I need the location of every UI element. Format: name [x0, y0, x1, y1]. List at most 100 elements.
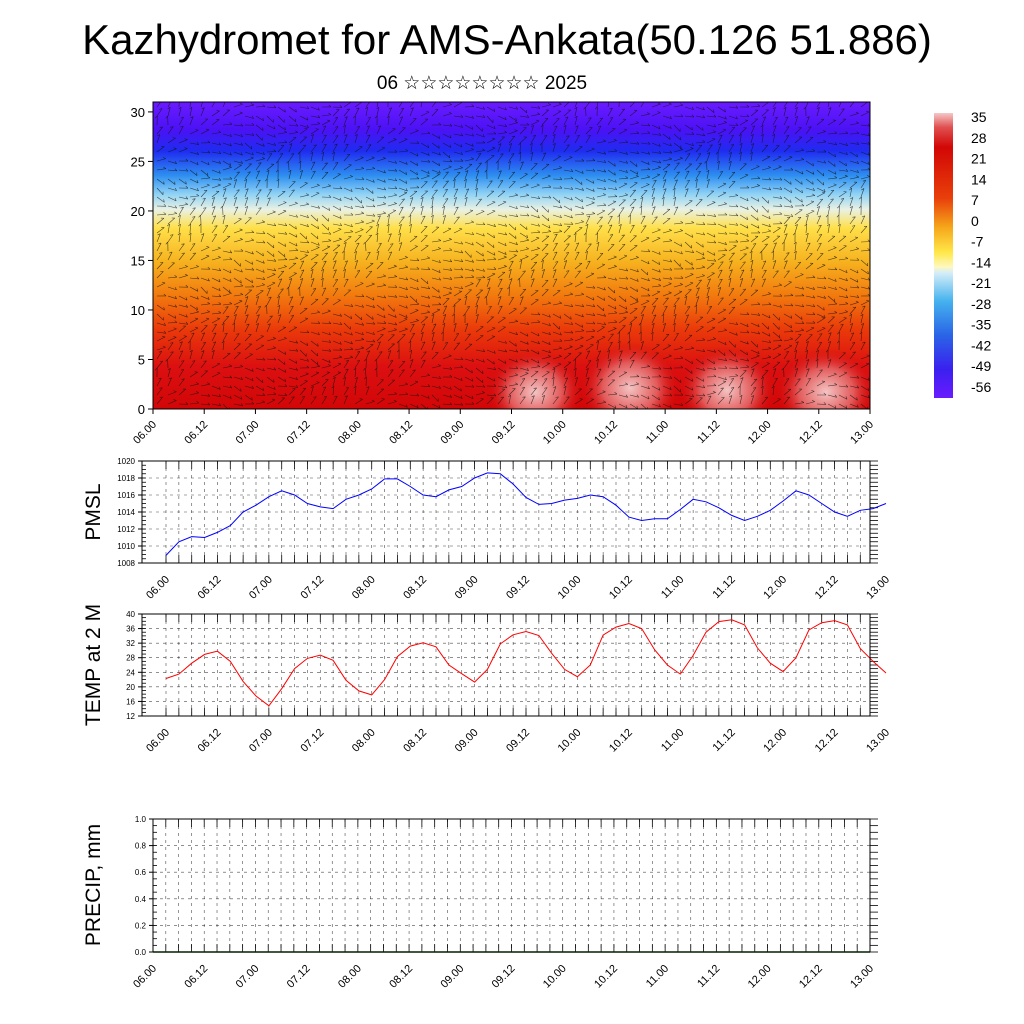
x-tick-label: 10.00 — [541, 963, 569, 991]
pmsl-axis-label: PMSL — [82, 483, 105, 540]
temp-y-axis: 12 16 20 24 28 32 36 40 — [126, 610, 142, 721]
x-tick-label: 11.00 — [659, 574, 686, 601]
colorbar-gradient — [934, 113, 953, 398]
cross-section-panel: 0 5 10 15 20 25 30 06.00 06.12 07.00 07.12 08.00 08… — [131, 101, 876, 447]
x-tick-label: 13.00 — [864, 574, 892, 602]
colorbar-label: -28 — [971, 296, 991, 312]
colorbar-label: 7 — [971, 192, 979, 208]
y-tick-label: 28 — [126, 654, 135, 663]
y-tick-label: 20 — [131, 204, 145, 219]
x-tick-label: 11.00 — [644, 419, 671, 446]
x-tick-label: 12.12 — [797, 419, 825, 447]
x-tick-label: 10.00 — [556, 574, 584, 602]
colorbar-label: -49 — [971, 358, 991, 374]
colorbar-label: -14 — [971, 254, 991, 270]
x-tick-label: 11.12 — [710, 727, 737, 754]
x-tick-label: 13.00 — [864, 727, 892, 755]
x-tick-label: 07.00 — [247, 574, 275, 602]
y-tick-label: 24 — [126, 668, 135, 677]
temp-grid — [142, 613, 878, 717]
x-tick-label: 12.00 — [746, 963, 774, 991]
x-tick-label: 08.12 — [401, 727, 429, 755]
colorbar-label: -21 — [971, 275, 991, 291]
pmsl-series-line — [165, 472, 887, 556]
x-tick-label: 08.00 — [350, 574, 378, 602]
y-tick-label: 1.0 — [135, 815, 147, 824]
colorbar-label: 21 — [971, 151, 987, 167]
precip-y-axis: 0.0 0.2 0.4 0.6 0.8 1.0 — [135, 815, 153, 957]
y-tick-label: 36 — [126, 625, 135, 634]
colorbar-label: -56 — [971, 379, 991, 395]
wind-vectors — [154, 102, 870, 409]
x-tick-label: 09.00 — [453, 574, 481, 602]
precip-grid — [152, 818, 878, 953]
x-tick-label: 11.12 — [695, 963, 722, 990]
colorbar-label: 35 — [971, 109, 987, 125]
colorbar-label: -35 — [971, 317, 991, 333]
colorbar-label: 28 — [971, 130, 987, 146]
y-tick-label: 30 — [131, 105, 145, 120]
y-tick-label: 40 — [126, 610, 135, 619]
y-tick-label: 0.0 — [135, 948, 147, 957]
y-tick-label: 15 — [131, 253, 145, 268]
x-tick-label: 07.12 — [285, 419, 313, 447]
x-tick-label: 08.00 — [336, 963, 364, 991]
x-tick-label: 07.12 — [298, 574, 326, 602]
chart-title: Kazhydromet for AMS-Ankata(50.126 51.886… — [82, 16, 932, 63]
x-tick-label: 09.12 — [490, 963, 518, 991]
x-tick-label: 12.12 — [813, 574, 841, 602]
x-tick-label: 07.00 — [247, 727, 275, 755]
x-tick-label: 10.12 — [592, 963, 620, 991]
y-tick-label: 1020 — [117, 457, 135, 466]
y-tick-label: 1012 — [117, 525, 135, 534]
warm-core — [776, 348, 870, 409]
x-tick-label: 10.12 — [592, 419, 620, 447]
y-tick-label: 0.4 — [135, 895, 147, 904]
precip-axis-label: PRECIP, mm — [82, 824, 105, 946]
x-tick-label: 10.12 — [607, 574, 635, 602]
x-tick-label: 07.12 — [298, 727, 326, 755]
colorbar-labels: 35 28 21 14 7 0 -7 -14 -21 -28 -35 -42 -49 -56 — [971, 109, 991, 395]
x-tick-label: 06.12 — [182, 419, 210, 447]
precip-frame — [152, 818, 871, 953]
x-tick-label: 08.12 — [387, 963, 415, 991]
x-tick-label: 09.00 — [438, 419, 466, 447]
x-tick-label: 08.12 — [387, 419, 415, 447]
y-tick-label: 5 — [138, 352, 145, 367]
chart-subtitle: 06 ☆☆☆☆☆☆☆☆ 2025 — [376, 73, 588, 94]
x-tick-label: 13.00 — [848, 963, 876, 991]
x-tick-label: 06.12 — [182, 963, 210, 991]
precip-x-axis: 06.00 06.12 07.00 07.12 08.00 08.12 09.00 09.12… — [131, 963, 876, 991]
pmsl-x-axis: 06.00 06.12 07.00 07.12 08.00 08.12 09.00 09.12… — [144, 574, 892, 602]
y-tick-label: 0.2 — [135, 921, 147, 930]
x-tick-label: 12.00 — [761, 727, 789, 755]
x-tick-label: 07.12 — [285, 963, 313, 991]
x-tick-label: 12.12 — [813, 727, 841, 755]
x-tick-label: 06.00 — [131, 963, 159, 991]
x-tick-label: 06.00 — [144, 727, 172, 755]
precip-panel: 0.00.20.40.60.81.0 06.00 06.12 07.00 07.12 0… — [82, 815, 878, 991]
x-tick-label: 10.00 — [541, 419, 569, 447]
x-tick-label: 12.00 — [746, 419, 774, 447]
x-tick-label: 07.00 — [234, 419, 262, 447]
temp-x-axis: 06.00 06.12 07.00 07.12 08.00 08.12 09.00 09.12… — [144, 727, 892, 755]
temp-panel: 12 16 20 24 28 32 36 40 06.00 06.12 07.00 07.12 08.… — [82, 604, 892, 755]
y-tick-label: 1008 — [117, 559, 135, 568]
temp-series-line — [165, 619, 887, 707]
x-tick-label: 09.00 — [453, 727, 481, 755]
x-tick-label: 09.12 — [490, 419, 518, 447]
pmsl-y-axis: 1008 1010 1012 1014 1016 1018 1020 — [117, 457, 142, 568]
x-tick-label: 06.12 — [196, 574, 224, 602]
y-tick-label: 20 — [126, 683, 135, 692]
x-tick-label: 09.00 — [438, 963, 466, 991]
y-tick-label: 32 — [126, 639, 135, 648]
x-tick-label: 11.00 — [659, 727, 686, 754]
y-tick-label: 0.6 — [135, 868, 147, 877]
x-tick-label: 08.00 — [350, 727, 378, 755]
x-tick-label: 12.12 — [797, 963, 825, 991]
y-tick-label: 10 — [131, 303, 145, 318]
y-tick-label: 1014 — [117, 508, 135, 517]
y-tick-label: 1016 — [117, 491, 135, 500]
